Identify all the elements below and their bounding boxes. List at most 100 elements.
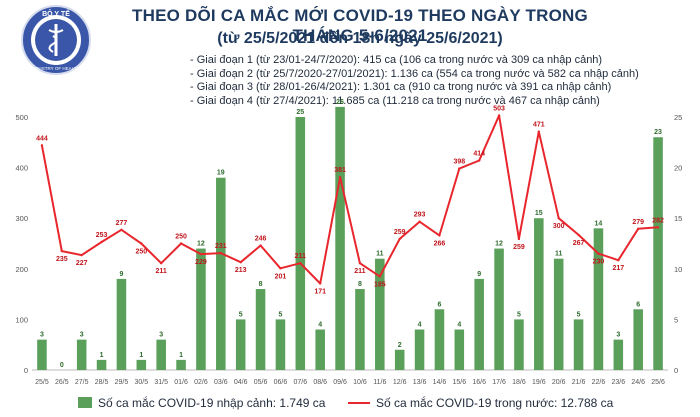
line-point-23/6 xyxy=(617,258,620,262)
x-tick-label: 08/6 xyxy=(313,379,327,386)
legend-bar-swatch xyxy=(78,397,92,408)
bar-25/6 xyxy=(653,137,663,370)
bar-05/6 xyxy=(255,289,266,370)
bar-31/5 xyxy=(156,339,166,370)
stage-note-1: - Giai đoạn 1 (từ 23/01-24/7/2020): 415 … xyxy=(190,54,603,66)
line-value-label: 259 xyxy=(394,229,406,236)
line-value-label: 211 xyxy=(354,268,365,275)
line-point-08/6 xyxy=(318,282,322,285)
bar-value-label: 12 xyxy=(495,241,503,248)
bar-03/6 xyxy=(216,177,226,370)
x-tick-label: 31/5 xyxy=(154,379,168,386)
bar-16/6 xyxy=(474,278,484,370)
line-point-28/5 xyxy=(100,240,103,244)
bar-value-label: 15 xyxy=(535,210,543,217)
bar-01/6 xyxy=(176,359,186,370)
bar-value-label: 3 xyxy=(616,332,620,339)
bar-12/6 xyxy=(394,349,405,370)
bar-value-label: 1 xyxy=(179,352,183,359)
line-point-05/6 xyxy=(259,244,262,247)
bar-15/6 xyxy=(454,329,465,370)
x-tick-label: 04/6 xyxy=(234,379,248,386)
line-value-label: 293 xyxy=(414,212,426,219)
bar-14/6 xyxy=(434,309,445,370)
line-point-03/6 xyxy=(219,251,223,255)
line-value-label: 217 xyxy=(612,265,624,272)
legend-bars-label: Số ca mắc COVID-19 nhập cảnh: 1.749 ca xyxy=(98,396,326,410)
ministry-logo: BỘ Y TẾ MINISTRY OF HEALTH xyxy=(20,4,92,76)
logo-text: BỘ Y TẾ xyxy=(42,8,70,18)
line-point-12/6 xyxy=(398,237,401,241)
line-value-label: 213 xyxy=(235,267,247,274)
chart-title: THEO DÕI CA MẮC MỚI COVID-19 THEO NGÀY T… xyxy=(132,6,588,45)
stage-note-3: - Giai đoạn 3 (từ 28/01-26/4/2021): 1.30… xyxy=(190,81,612,94)
line-value-label: 267 xyxy=(573,240,585,247)
x-tick-label: 09/6 xyxy=(333,379,347,386)
line-value-label: 381 xyxy=(334,167,346,174)
line-value-label: 250 xyxy=(175,234,187,241)
bar-value-label: 5 xyxy=(517,311,521,318)
x-tick-label: 27/5 xyxy=(75,379,89,386)
bar-value-label: 26 xyxy=(336,99,344,106)
x-tick-label: 29/5 xyxy=(115,379,129,386)
x-tick-label: 26/5 xyxy=(55,379,69,386)
x-tick-label: 25/5 xyxy=(35,379,49,386)
line-value-label: 250 xyxy=(135,249,147,256)
bar-value-label: 8 xyxy=(259,281,263,288)
x-tick-label: 30/5 xyxy=(135,379,149,386)
bar-value-label: 8 xyxy=(358,281,362,288)
bar-value-label: 19 xyxy=(217,170,225,177)
bar-07/6 xyxy=(295,117,306,370)
bar-value-label: 2 xyxy=(398,342,402,349)
left-tick-label: 200 xyxy=(15,265,28,274)
x-tick-label: 11/6 xyxy=(373,379,386,386)
x-tick-label: 06/6 xyxy=(274,379,288,386)
line-point-04/6 xyxy=(239,261,242,264)
x-tick-label: 25/6 xyxy=(651,379,665,386)
line-point-13/6 xyxy=(418,220,421,223)
bar-22/6 xyxy=(593,228,604,370)
line-point-24/6 xyxy=(636,227,640,231)
line-point-26/5 xyxy=(60,249,64,253)
right-tick-label: 20 xyxy=(674,164,682,173)
bar-value-label: 5 xyxy=(278,311,282,318)
bar-value-label: 9 xyxy=(119,271,123,278)
line-value-label: 300 xyxy=(553,223,565,230)
bar-value-label: 25 xyxy=(296,109,304,116)
line-value-label: 414 xyxy=(473,151,485,158)
line-point-16/6 xyxy=(477,159,481,162)
line-value-label: 503 xyxy=(493,105,505,112)
bar-06/6 xyxy=(275,319,286,370)
bar-02/6 xyxy=(196,248,206,370)
line-value-label: 227 xyxy=(76,260,88,267)
x-tick-label: 17/6 xyxy=(492,379,506,386)
x-tick-label: 18/6 xyxy=(512,379,526,386)
line-value-label: 201 xyxy=(275,273,287,280)
right-tick-label: 5 xyxy=(674,315,678,324)
line-value-label: 471 xyxy=(533,122,545,129)
left-tick-label: 500 xyxy=(15,113,28,122)
line-point-20/6 xyxy=(557,217,560,220)
right-tick-label: 15 xyxy=(674,214,682,223)
bar-29/5 xyxy=(116,278,127,370)
x-tick-label: 16/6 xyxy=(472,379,486,386)
line-value-label: 282 xyxy=(652,217,664,224)
line-point-11/6 xyxy=(378,275,382,278)
line-point-09/6 xyxy=(338,176,342,179)
line-point-21/6 xyxy=(577,233,580,237)
bar-20/6 xyxy=(553,258,564,370)
line-value-label: 444 xyxy=(36,135,48,142)
bar-value-label: 3 xyxy=(159,332,163,339)
line-value-label: 246 xyxy=(255,236,267,243)
bar-value-label: 5 xyxy=(239,311,243,318)
bar-value-label: 4 xyxy=(318,322,322,329)
legend: Số ca mắc COVID-19 nhập cảnh: 1.749 ca S… xyxy=(78,396,678,412)
x-tick-label: 01/6 xyxy=(174,379,188,386)
bar-value-label: 0 xyxy=(60,362,64,369)
bar-24/6 xyxy=(633,309,643,370)
bar-27/5 xyxy=(76,339,87,370)
bar-value-label: 9 xyxy=(477,271,481,278)
bar-23/6 xyxy=(613,339,624,370)
bar-value-label: 3 xyxy=(80,332,84,339)
